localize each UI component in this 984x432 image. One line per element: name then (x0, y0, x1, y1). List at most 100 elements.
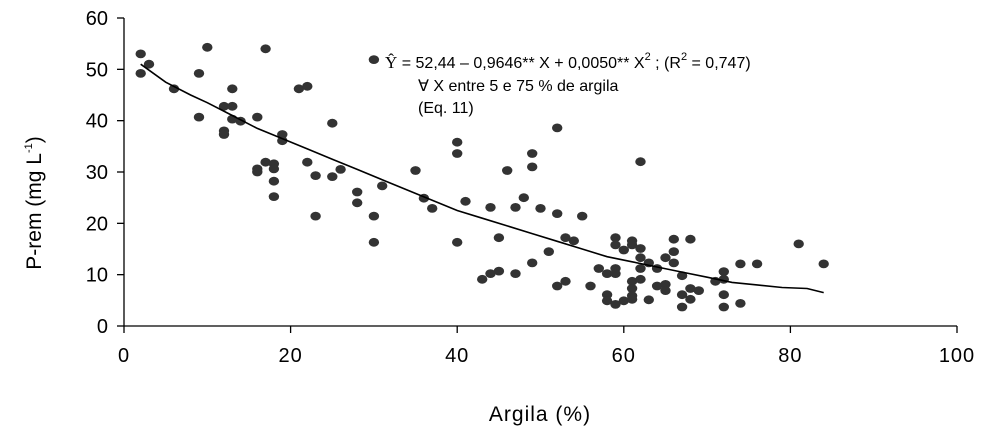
data-point-92 (643, 295, 654, 305)
data-point-42 (427, 204, 438, 213)
data-point-106 (685, 294, 696, 304)
data-point-61 (552, 123, 563, 133)
data-point-70 (601, 269, 613, 278)
data-point-39 (377, 181, 388, 191)
data-point-94 (651, 281, 663, 291)
data-point-17 (252, 167, 263, 177)
data-point-23 (268, 192, 280, 202)
data-point-38 (368, 237, 380, 247)
data-point-49 (485, 269, 496, 278)
x-axis-title: Argila (%) (489, 403, 591, 426)
data-point-45 (452, 237, 463, 247)
data-point-113 (735, 259, 746, 269)
data-point-65 (560, 276, 571, 286)
data-point-12 (227, 101, 238, 111)
x-tick-label-0: 0 (118, 345, 130, 367)
data-point-97 (660, 286, 671, 295)
data-point-104 (685, 234, 696, 244)
equation-part3: = 0,747) (687, 55, 751, 72)
y-tick-label-0: 0 (97, 316, 108, 338)
data-point-109 (718, 267, 729, 276)
data-point-78 (618, 245, 629, 255)
y-tick-label-20: 20 (86, 213, 108, 235)
equation-line-3: (Eq. 11) (418, 100, 474, 117)
data-point-64 (560, 233, 571, 243)
data-point-27 (302, 81, 313, 91)
data-point-114 (735, 299, 746, 308)
equation-line-1: Ŷ = 52,44 – 0,9646** X + 0,0050** X2 ; (… (385, 51, 751, 72)
data-point-96 (660, 280, 671, 289)
equation-sup1: 2 (645, 51, 651, 63)
data-point-40 (410, 166, 421, 175)
y-axis-title-main: P-rem (mg L (23, 153, 46, 270)
data-point-25 (277, 136, 288, 146)
data-point-98 (668, 234, 679, 244)
data-point-72 (601, 296, 613, 306)
data-point-33 (335, 165, 346, 174)
data-point-90 (635, 274, 646, 284)
data-point-105 (685, 284, 696, 293)
data-point-19 (260, 157, 271, 167)
data-point-100 (668, 258, 679, 268)
data-point-85 (626, 294, 638, 304)
equation-annotation: Ŷ = 52,44 – 0,9646** X + 0,0050** X2 ; (… (385, 51, 751, 117)
x-tick-label-20: 20 (278, 345, 302, 367)
data-point-8 (218, 101, 230, 111)
data-point-53 (510, 203, 521, 212)
y-tick-label-60: 60 (86, 8, 108, 30)
data-point-6 (193, 112, 205, 122)
equation-part1: = 52,44 – 0,9646** X + 0,0050** X (397, 55, 645, 72)
data-point-26 (293, 84, 305, 94)
data-point-18 (260, 44, 271, 54)
data-point-51 (493, 266, 505, 276)
data-point-46 (460, 196, 471, 206)
data-point-62 (552, 209, 563, 219)
data-point-31 (327, 118, 338, 128)
data-point-29 (310, 171, 321, 181)
equation-lhs: Ŷ (385, 53, 397, 72)
data-point-116 (793, 239, 804, 249)
equation-line-2: ∀ X entre 5 e 75 % de argila (418, 78, 619, 95)
data-point-74 (610, 240, 621, 250)
equation-part2: ; (R (651, 55, 681, 72)
y-axis-title-close: ) (23, 136, 46, 143)
data-point-107 (693, 286, 704, 295)
data-point-57 (527, 162, 538, 172)
data-point-63 (552, 281, 563, 291)
data-point-7 (202, 42, 213, 52)
y-tick-label-40: 40 (86, 111, 108, 133)
data-point-30 (310, 211, 321, 221)
data-point-117 (818, 259, 829, 269)
data-point-95 (660, 253, 671, 263)
data-point-54 (510, 269, 521, 278)
data-point-60 (543, 247, 554, 256)
data-point-88 (635, 253, 646, 263)
data-point-43 (452, 137, 463, 147)
data-point-111 (718, 290, 729, 300)
data-point-83 (626, 284, 638, 293)
y-tick-label-30: 30 (86, 162, 108, 184)
data-point-36 (368, 55, 380, 64)
data-point-71 (601, 290, 613, 300)
data-point-48 (485, 203, 496, 212)
data-point-52 (502, 166, 513, 175)
y-axis-title-sup: -1 (23, 143, 35, 153)
data-point-69 (593, 264, 604, 273)
data-point-101 (676, 271, 688, 281)
data-point-99 (668, 247, 679, 256)
tick-labels: 0 10 20 30 40 50 60 0 20 40 60 80 100 (86, 8, 974, 367)
y-tick-label-10: 10 (86, 265, 108, 287)
data-points (135, 42, 829, 312)
data-point-35 (352, 198, 363, 208)
equation-sup2: 2 (681, 51, 687, 63)
data-point-73 (610, 233, 621, 243)
data-point-5 (193, 69, 205, 78)
data-point-68 (585, 281, 596, 291)
data-point-58 (527, 258, 538, 268)
data-point-3 (143, 59, 155, 69)
data-point-21 (268, 164, 280, 174)
y-tick-label-50: 50 (86, 59, 108, 81)
data-point-89 (635, 264, 646, 273)
regression-curve (140, 63, 824, 294)
